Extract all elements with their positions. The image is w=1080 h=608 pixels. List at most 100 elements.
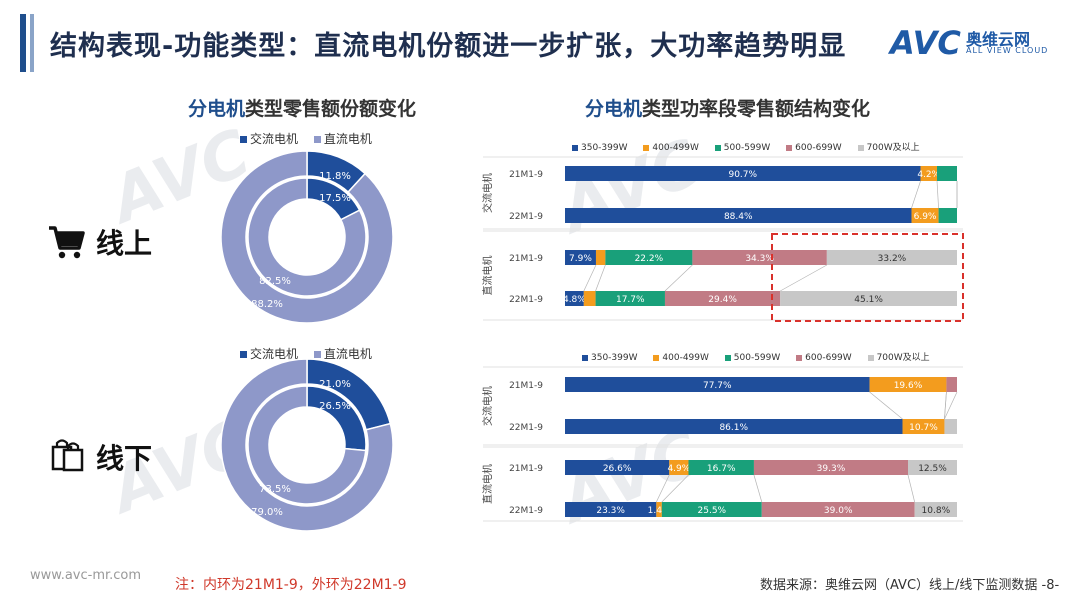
row-label: 21M1-9 [509,381,543,391]
legend-p3-label: 500-599W [733,353,781,363]
avc-logo: AVC 奥维云网 ALL VIEW CLOUD [890,24,1060,64]
offline-power-chart: 交流电机 21M1-9 77.7% 19.6% 22M1-9 86.1% 10.7% 直流电机… [481,366,963,522]
legend-swatch-dc [313,136,321,143]
connector-line [907,474,916,503]
outer-label-ac: 21.0% [319,379,351,390]
group-separator [483,366,963,446]
outer-label-dc: 79.0% [251,507,283,518]
outer-slice-dc [220,358,394,532]
bar-value-label: 4.9% [667,464,690,474]
bar-value-label: 6.9% [914,212,937,222]
bar-value-label: 86.1% [719,423,748,433]
bar-value-label: 77.7% [703,381,732,391]
legend-swatch-p4 [786,144,793,151]
bar-segment-350-399W [565,419,903,434]
left-title-rest: 类型零售额份额变化 [245,98,417,120]
row-label: 22M1-9 [509,423,543,433]
inner-label-ac: 26.5% [319,401,351,412]
legend-swatch-p2 [653,354,660,361]
group-label: 直流电机 [481,464,494,504]
legend-swatch-p3 [724,354,731,361]
row-label: 21M1-9 [509,170,543,180]
footer-website: www.avc-mr.com [30,568,142,583]
legend-dc-label: 直流电机 [323,132,372,146]
bar-value-label: 39.3% [817,464,846,474]
row-label: 22M1-9 [509,212,543,222]
channel-offline-label: 线下 [96,442,153,475]
footer-note: 注：内环为21M1-9，外环为22M1-9 [175,577,407,593]
highlight-box [771,233,964,322]
bar-segment-500-599W [605,250,693,265]
left-title-highlight: 分电机 [188,98,246,120]
legend-p2-label: 400-499W [652,143,699,153]
bar-segment-400-499W [669,460,689,475]
legend-p1-label: 350-399W [591,353,638,363]
online-power-chart: 交流电机 21M1-9 90.7% 4.2% 22M1-9 88.4% 6.9% 直流电机 21… [481,156,964,322]
bar-segment-400-499W [902,419,945,434]
connector-line [595,264,606,292]
online-donut-chart: 11.8% 17.5% 82.5% 88.2% [220,150,394,324]
bar-segment-600-699W [664,291,781,306]
connector-line [936,180,939,209]
legend-p4-label: 600-699W [795,143,842,153]
connector-line [664,264,693,292]
channel-online-label: 线上 [96,227,153,260]
connector-line [944,391,958,420]
bar-segment-350-399W [565,502,657,517]
bar-segment-400-499W [920,166,938,181]
bar-segment-400-499W [595,250,606,265]
row-label: 22M1-9 [509,295,543,305]
logo-cn: 奥维云网 [966,30,1031,49]
bar-segment-700W及以上 [908,460,957,475]
inner-slice-dc [247,385,367,505]
bar-value-label: 33.2% [878,254,907,264]
bar-value-label: 90.7% [728,170,757,180]
row-label: 21M1-9 [509,254,543,264]
logo-en: ALL VIEW CLOUD [966,46,1049,55]
outer-slice-dc [220,150,394,324]
inner-label-dc: 73.5% [259,484,291,495]
bar-value-label: 45.1% [854,295,883,305]
legend-p2-label: 400-499W [662,353,709,363]
bar-value-label: 10.8% [922,506,951,516]
page-title: 结构表现-功能类型：直流电机份额进一步扩张，大功率趋势明显 [50,31,847,62]
legend-p3-label: 500-599W [723,143,771,153]
legend-swatch-ac [240,351,247,358]
connector-line [944,391,947,420]
right-title-rest: 类型功率段零售额结构变化 [642,98,871,120]
connector-line [869,391,903,420]
title-accent-bar [20,14,26,72]
bar-value-label: 88.4% [724,212,753,222]
bar-value-label: 26.6% [603,464,632,474]
bar-segment-600-699W [761,502,915,517]
left-section-title: 分电机类型零售额份额变化 [188,94,416,121]
bar-segment-600-699W [753,460,908,475]
bar-value-label: 17.7% [616,295,645,305]
legend-swatch-dc [313,351,321,358]
bar-segment-350-399W [565,208,912,223]
legend-swatch-ac [240,136,247,143]
bar-segment-350-399W [565,291,584,306]
right-section-title: 分电机类型功率段零售额结构变化 [585,94,870,121]
bar-segment-700W及以上 [826,250,957,265]
bar-segment-350-399W [565,166,921,181]
legend-swatch-p2 [643,144,650,151]
inner-slice-dc [247,177,367,297]
title-accent-bar-light [30,14,34,72]
legend-swatch-p4 [796,354,803,361]
legend-swatch-p1 [572,144,578,151]
bar-segment-400-499W [911,208,939,223]
group-separator [483,446,963,522]
connector-line [911,180,921,209]
bar-segment-400-499W [869,377,947,392]
bar-value-label: 34.3% [745,254,774,264]
bar-value-label: 12.5% [918,464,947,474]
bar-segment-700W及以上 [914,502,957,517]
cart-icon [47,224,85,264]
row-label: 22M1-9 [509,506,543,516]
connector-line [656,474,670,503]
online-donut-legend: 交流电机 直流电机 [240,130,384,147]
right-title-highlight: 分电机 [585,98,643,120]
legend-p1-label: 350-399W [581,143,628,153]
legend-ac-label: 交流电机 [250,347,299,361]
